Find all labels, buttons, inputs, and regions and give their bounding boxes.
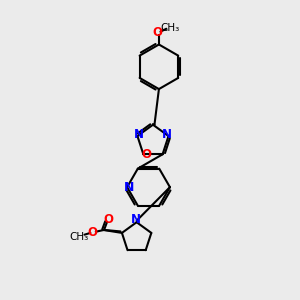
Text: CH₃: CH₃ (160, 22, 180, 32)
Text: N: N (131, 213, 141, 226)
Text: O: O (152, 26, 162, 39)
Text: N: N (162, 128, 172, 141)
Text: O: O (88, 226, 98, 239)
Text: N: N (124, 181, 135, 194)
Text: CH₃: CH₃ (70, 232, 89, 242)
Text: O: O (104, 213, 114, 226)
Text: N: N (134, 128, 144, 141)
Text: O: O (141, 148, 151, 161)
